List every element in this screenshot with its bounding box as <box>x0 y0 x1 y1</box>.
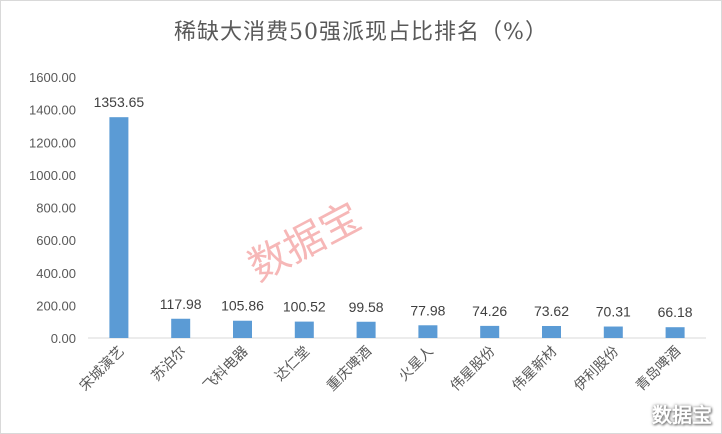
category-label: 伟星新材 <box>509 344 560 395</box>
bar <box>356 321 376 338</box>
watermark-text: 数据宝 <box>241 194 369 291</box>
corner-watermark: 数据宝 <box>652 403 712 427</box>
y-tick-label: 200.00 <box>36 298 76 313</box>
y-tick-label: 1600.00 <box>29 70 76 85</box>
category-label: 达仁堂 <box>272 344 313 385</box>
category-label: 伟星股份 <box>448 344 499 395</box>
bar-value-label: 70.31 <box>596 304 631 320</box>
bar <box>109 117 129 338</box>
category-label: 飞科电器 <box>200 344 251 395</box>
y-tick-label: 0.00 <box>51 331 76 346</box>
bars <box>109 117 685 338</box>
bar <box>542 325 561 338</box>
y-tick-label: 1000.00 <box>29 168 76 183</box>
bar <box>603 326 623 338</box>
bar-value-label: 117.98 <box>160 296 202 312</box>
y-tick-label: 1200.00 <box>29 135 76 150</box>
category-labels: 宋城演艺 苏泊尔 飞科电器 达仁堂 重庆啤酒 火星人 伟星股份 伟星新材 伊利股份 青岛啤酒 <box>77 344 684 395</box>
bar-value-label: 105.86 <box>221 298 264 314</box>
category-label: 火星人 <box>396 344 437 385</box>
y-tick-label: 600.00 <box>36 233 76 248</box>
data-labels: 1353.65 117.98 105.86 100.52 99.58 77.98 74.26… <box>94 94 693 320</box>
category-label: 伊利股份 <box>571 344 622 395</box>
bar <box>233 320 252 338</box>
y-tick-label: 400.00 <box>36 266 76 281</box>
bar-value-label: 1353.65 <box>94 94 145 110</box>
bar <box>294 321 314 338</box>
bar <box>171 318 191 338</box>
y-tick-label: 1400.00 <box>29 103 76 118</box>
axes: 0.00 200.00 400.00 600.00 800.00 1000.00 1200.… <box>29 70 706 346</box>
category-label: 重庆啤酒 <box>324 344 375 395</box>
bar-value-label: 99.58 <box>349 299 384 315</box>
bar-value-label: 66.18 <box>658 304 693 320</box>
category-label: 苏泊尔 <box>149 344 190 385</box>
bar <box>480 325 500 338</box>
category-label: 青岛啤酒 <box>633 344 684 395</box>
category-label: 宋城演艺 <box>77 344 128 395</box>
bar-value-label: 77.98 <box>410 302 445 318</box>
chart-title: 稀缺大消费50强派现占比排名（%） <box>174 20 548 45</box>
bar-value-label: 73.62 <box>534 303 569 319</box>
bar <box>665 327 685 338</box>
bar <box>418 325 438 338</box>
y-tick-label: 800.00 <box>36 201 76 216</box>
bar-value-label: 74.26 <box>472 303 507 319</box>
bar-value-label: 100.52 <box>283 299 326 315</box>
